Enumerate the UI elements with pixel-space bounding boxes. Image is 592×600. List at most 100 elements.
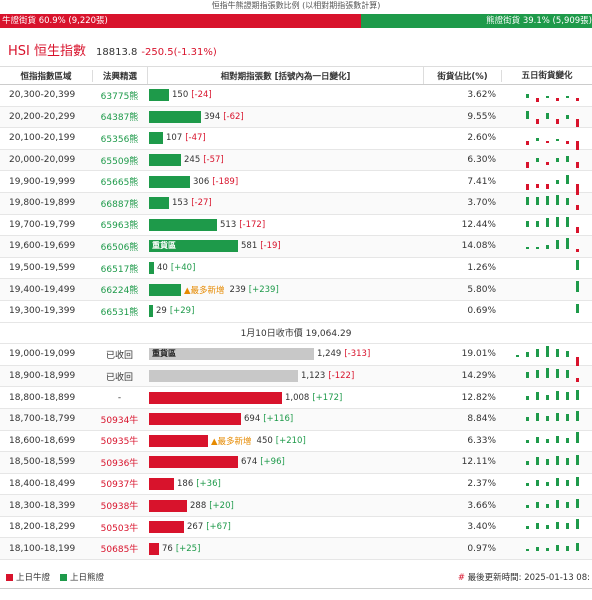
warrant-code-link[interactable]: 66531熊 [100, 307, 139, 318]
bar-cell: 513 [-172] [147, 215, 424, 236]
spark-bar [536, 480, 539, 487]
quantity-value: 288 [190, 500, 207, 511]
share-pct: 8.84% [467, 414, 496, 425]
warrant-code-link[interactable]: 已收回 [105, 350, 133, 361]
bar-cell: 重貨區 1,249 [-313] [147, 344, 424, 365]
spark-bar [556, 369, 559, 379]
spark-bar [536, 501, 539, 508]
spark-bar [576, 389, 579, 400]
chart-title: 恒指牛熊證期指張數比例 (以相對期指張數計算) [211, 1, 381, 10]
quantity-bar [149, 218, 217, 231]
warrant-code-link[interactable]: 65509熊 [100, 156, 139, 167]
bear-ratio-segment: 熊證街貨 39.1% (5,909張) [360, 14, 592, 28]
spark-bar [576, 183, 579, 195]
spark-bar [526, 483, 529, 487]
warrant-code-link[interactable]: 65963熊 [100, 221, 139, 232]
spark-bar [576, 454, 579, 465]
legend-bull-label: 上日牛證 [16, 573, 51, 583]
bar-cell: 150 [-24] [147, 85, 424, 106]
spark-bar [536, 246, 539, 249]
quantity-change: [+25] [175, 543, 201, 554]
spark-bar [566, 457, 569, 465]
quantity-change: [+20] [209, 500, 234, 511]
warrant-code-link[interactable]: 50938牛 [100, 502, 139, 513]
bull-ratio-segment: 牛證街貨 60.9% (9,220張) [0, 14, 361, 28]
quantity-change: [-19] [260, 241, 281, 252]
spark-bar [556, 522, 559, 530]
quantity-bar [149, 434, 208, 447]
hsi-change: -250.5(-1.31%) [141, 47, 217, 58]
warrant-code-link[interactable]: 65356熊 [100, 134, 139, 145]
spark-bar [576, 97, 579, 101]
quantity-bar [149, 391, 282, 404]
table-row: 18,100-18,199 50685牛 76 [+25] 0.97% [0, 538, 592, 561]
share-pct: 12.11% [461, 457, 496, 468]
spark-bar [536, 391, 539, 400]
warrant-code-link[interactable]: 66506熊 [100, 242, 139, 253]
warrant-code-link[interactable]: 66517熊 [100, 264, 139, 275]
spark-bar [536, 523, 539, 530]
bar-cell: 29 [+29] [147, 301, 424, 322]
range-cell: 18,700-18,799 [9, 414, 76, 425]
range-cell: 19,600-19,699 [9, 241, 76, 252]
spark-bar [526, 221, 529, 228]
spark-bar [526, 351, 529, 357]
five-day-sparkline [502, 387, 592, 408]
five-day-sparkline [502, 236, 592, 257]
warrant-code-link[interactable]: 64387熊 [100, 113, 139, 124]
quantity-change: [-57] [203, 155, 224, 166]
bar-cell: 394 [-62] [147, 107, 424, 128]
spark-bar [526, 526, 529, 530]
spark-bar [536, 221, 539, 228]
share-pct: 1.26% [467, 263, 496, 274]
spark-bar [566, 198, 569, 206]
col-header-code: 法興精選 [92, 69, 147, 82]
warrant-code-link[interactable]: 65665熊 [100, 178, 139, 189]
warrant-code-link[interactable]: 50935牛 [100, 437, 139, 448]
quantity-change: [+67] [206, 522, 231, 533]
share-pct: 2.60% [467, 133, 496, 144]
quantity-bar: 重貨區 [149, 240, 238, 253]
spark-bar [526, 183, 529, 190]
spark-bar [546, 458, 549, 465]
legend-bear-swatch [60, 573, 68, 581]
heavy-zone-label: 重貨區 [152, 349, 176, 359]
spark-bar [526, 93, 529, 98]
warrant-code-link[interactable]: 63775熊 [100, 91, 139, 102]
warrant-code-link[interactable]: 50685牛 [100, 545, 139, 556]
spark-bar [536, 413, 539, 422]
close-price-row: 1月10日收市價 19,064.29 [0, 323, 592, 345]
warrant-code-link[interactable]: - [117, 392, 122, 403]
quantity-value: 306 [193, 176, 210, 187]
warrant-code-link[interactable]: 50503牛 [100, 523, 139, 534]
spark-bar [546, 525, 549, 530]
five-day-sparkline [502, 366, 592, 387]
spark-bar [566, 140, 569, 144]
hash-icon: # [457, 573, 465, 583]
spark-bar [536, 348, 539, 357]
spark-bar [576, 205, 579, 211]
bar-cell: 267 [+67] [147, 517, 424, 538]
quantity-bar [149, 477, 174, 490]
col-header-pct: 街貨佔比(%) [424, 69, 502, 82]
range-cell: 19,000-19,099 [9, 349, 76, 360]
legend-bear: 上日熊證 [60, 571, 104, 583]
spark-bar [566, 174, 569, 184]
warrant-code-link[interactable]: 66887熊 [100, 199, 139, 210]
quantity-bar [149, 521, 184, 534]
quantity-bar [149, 413, 241, 426]
quantity-change: [-24] [191, 90, 212, 101]
spark-bar [556, 499, 559, 508]
hsi-name[interactable]: HSI 恒生指數 [8, 44, 86, 59]
warrant-code-link[interactable]: 已收回 [105, 372, 133, 383]
warrant-code-link[interactable]: 50936牛 [100, 458, 139, 469]
table-row: 19,700-19,799 65963熊 513 [-172] 12.44% [0, 215, 592, 237]
quantity-change: [+29] [169, 306, 195, 317]
spark-bar [546, 244, 549, 249]
spark-bar [576, 498, 579, 508]
warrant-code-link[interactable]: 66224熊 [100, 286, 139, 297]
five-day-sparkline [502, 452, 592, 473]
spark-bar [566, 350, 569, 357]
warrant-code-link[interactable]: 50937牛 [100, 480, 139, 491]
warrant-code-link[interactable]: 50934牛 [100, 415, 139, 426]
